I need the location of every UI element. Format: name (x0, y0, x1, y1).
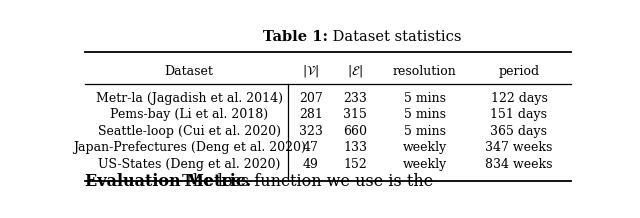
Text: resolution: resolution (393, 65, 456, 78)
Text: Pems-bay (Li et al. 2018): Pems-bay (Li et al. 2018) (110, 108, 268, 121)
Text: $|\mathcal{V}|$: $|\mathcal{V}|$ (302, 63, 319, 80)
Text: weekly: weekly (403, 158, 447, 171)
Text: Dataset: Dataset (164, 65, 214, 78)
Text: US-States (Deng et al. 2020): US-States (Deng et al. 2020) (98, 158, 280, 171)
Text: Japan-Prefectures (Deng et al. 2020): Japan-Prefectures (Deng et al. 2020) (73, 141, 305, 154)
Text: 347 weeks: 347 weeks (485, 141, 553, 154)
Text: Metr-la (Jagadish et al. 2014): Metr-la (Jagadish et al. 2014) (95, 92, 283, 105)
Text: 834 weeks: 834 weeks (485, 158, 553, 171)
Text: 660: 660 (343, 125, 367, 138)
Text: Seattle-loop (Cui et al. 2020): Seattle-loop (Cui et al. 2020) (98, 125, 280, 138)
Text: Table 1:: Table 1: (263, 30, 328, 44)
Text: 281: 281 (299, 108, 323, 121)
Text: period: period (499, 65, 540, 78)
Text: Evaluation Metric.: Evaluation Metric. (85, 173, 251, 190)
Text: The loss function we use is the: The loss function we use is the (177, 173, 433, 190)
Text: 5 mins: 5 mins (404, 125, 445, 138)
Text: 151 days: 151 days (490, 108, 547, 121)
Text: 122 days: 122 days (490, 92, 547, 105)
Text: 47: 47 (303, 141, 319, 154)
Text: $|\mathcal{E}|$: $|\mathcal{E}|$ (348, 63, 363, 80)
Text: 207: 207 (299, 92, 323, 105)
Text: 315: 315 (343, 108, 367, 121)
Text: 233: 233 (343, 92, 367, 105)
Text: 49: 49 (303, 158, 319, 171)
Text: weekly: weekly (403, 141, 447, 154)
Text: 5 mins: 5 mins (404, 92, 445, 105)
Text: 323: 323 (299, 125, 323, 138)
Text: 152: 152 (344, 158, 367, 171)
Text: Dataset statistics: Dataset statistics (328, 30, 461, 44)
Text: 5 mins: 5 mins (404, 108, 445, 121)
Text: 133: 133 (343, 141, 367, 154)
Text: 365 days: 365 days (490, 125, 547, 138)
